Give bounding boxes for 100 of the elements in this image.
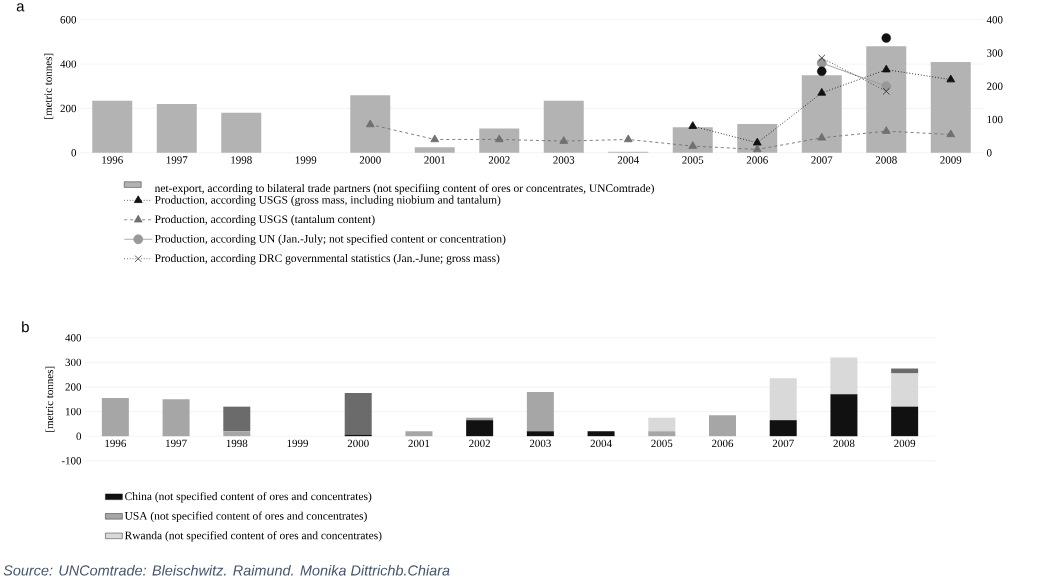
y-tick-label: 0 — [71, 149, 77, 157]
x-tick-label: 2004 — [617, 156, 640, 164]
point — [623, 134, 633, 143]
bar — [221, 112, 262, 153]
bar — [223, 431, 251, 437]
x-tick-label: 2001 — [424, 156, 446, 164]
bar — [526, 431, 554, 437]
bar — [801, 75, 842, 153]
y-tick-label: 200 — [65, 383, 82, 391]
legend-label: Production, according USGS (gross mass, including niobium and tantalum) — [154, 195, 501, 207]
legend-label: Production, according USGS (tantalum content) — [154, 215, 375, 226]
legend-label: China (not specified content of ores and concentrates) — [125, 492, 372, 503]
bar — [466, 420, 494, 437]
bar — [414, 147, 455, 153]
bar — [672, 127, 713, 153]
bar — [866, 46, 907, 153]
bar — [223, 406, 251, 432]
chart-title: a — [16, 3, 25, 12]
bar — [344, 393, 372, 436]
legend-label: Rwanda (not specified content of ores and concentrates) — [124, 531, 382, 542]
point — [946, 129, 956, 138]
x-tick-label: 1999 — [295, 156, 317, 164]
source-note: Source: UNComtrade: Bleischwitz. Raimund. Monika Dittrichb.Chiara — [3, 565, 450, 576]
point — [688, 121, 698, 129]
x-tick-label: 2007 — [811, 156, 833, 164]
y-tick-label: -100 — [61, 457, 82, 465]
y-tick-label: 0 — [76, 432, 82, 440]
bar — [479, 128, 520, 153]
bar — [830, 357, 858, 395]
x-tick-label: 2006 — [712, 439, 734, 448]
x-tick-label: 1999 — [287, 439, 309, 448]
bar — [526, 392, 554, 432]
x-tick-label: 2005 — [682, 156, 704, 164]
bar — [92, 100, 133, 153]
bar — [769, 420, 797, 437]
legend-label: Production, according UN (Jan.-July; not specified content or concentration) — [154, 234, 506, 246]
y2-tick-label: 300 — [987, 49, 1003, 57]
bar — [405, 431, 433, 437]
legend-label: Production, according DRC governmental statistics (Jan.-June; gross mass) — [154, 254, 500, 265]
y-tick-label: 200 — [60, 104, 77, 113]
x-tick-label: 1997 — [166, 156, 188, 164]
y2-tick-label: 400 — [986, 16, 1003, 24]
point — [752, 144, 762, 153]
x-tick-label: 2009 — [894, 439, 916, 448]
bar — [648, 417, 676, 432]
y-axis-title: [metric tonnes] — [45, 366, 55, 432]
bar — [350, 95, 391, 153]
bar — [101, 398, 129, 437]
point — [881, 33, 891, 43]
point — [752, 137, 762, 146]
y-tick-label: 400 — [65, 334, 82, 342]
x-tick-label: 2003 — [553, 156, 575, 164]
x-tick-label: 1996 — [102, 156, 123, 164]
point — [817, 88, 827, 96]
chart-title: b — [22, 321, 29, 333]
point — [688, 141, 698, 149]
bar — [830, 394, 858, 437]
x-tick-label: 2008 — [833, 439, 855, 448]
x-tick-label: 2005 — [651, 439, 673, 448]
x-tick-label: 2007 — [772, 439, 794, 448]
x-tick-label: 2004 — [590, 439, 612, 448]
bar — [156, 104, 197, 153]
y2-tick-label: 200 — [987, 82, 1003, 91]
y2-tick-label: 0 — [986, 149, 992, 157]
point — [365, 119, 375, 128]
y-tick-label: 100 — [66, 407, 82, 416]
x-tick-label: 2000 — [347, 439, 369, 448]
x-tick-label: 1998 — [226, 439, 248, 448]
x-tick-label: 2008 — [875, 156, 897, 164]
bar — [769, 378, 797, 421]
point — [817, 66, 827, 77]
bar — [930, 61, 971, 153]
legend-label: USA (not specified content of ores and concentrates) — [124, 511, 367, 523]
x-tick-label: 2003 — [529, 439, 551, 448]
bar — [709, 415, 737, 437]
bar — [543, 100, 584, 153]
y-axis-title: [metric tonnes] — [44, 53, 54, 119]
bar — [587, 431, 615, 437]
x-tick-label: 2009 — [940, 156, 962, 164]
point — [818, 54, 826, 62]
x-tick-label: 2006 — [746, 156, 768, 164]
x-tick-label: 1996 — [105, 439, 126, 448]
bar — [648, 431, 676, 437]
x-tick-label: 2002 — [488, 156, 510, 164]
y-tick-label: 300 — [65, 358, 82, 367]
point — [817, 132, 827, 141]
point — [430, 134, 440, 143]
bar — [891, 406, 919, 437]
y-tick-label: 600 — [60, 16, 77, 24]
x-tick-label: 1997 — [166, 439, 187, 448]
x-tick-label: 2001 — [408, 439, 430, 448]
point — [882, 87, 890, 95]
point — [946, 74, 956, 83]
bar — [162, 399, 190, 437]
x-tick-label: 2002 — [469, 439, 490, 448]
point — [881, 64, 891, 73]
point — [881, 126, 891, 134]
point — [494, 134, 504, 143]
x-tick-label: 1998 — [231, 156, 252, 164]
bar — [891, 373, 919, 407]
